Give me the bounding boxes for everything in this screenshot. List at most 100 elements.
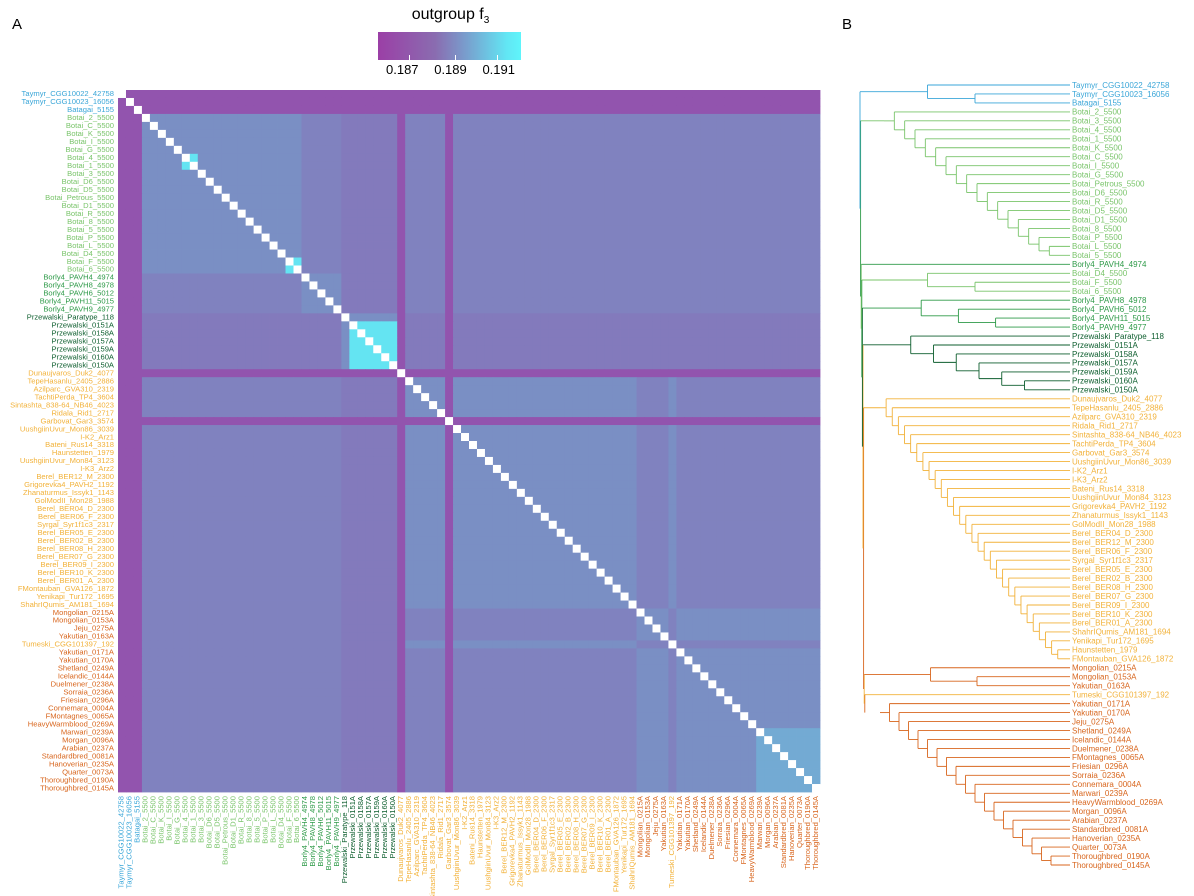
heatmap-cell — [540, 361, 550, 370]
heatmap-cell — [453, 281, 462, 290]
heatmap-cell — [221, 209, 231, 219]
heatmap-cell — [389, 433, 398, 442]
heatmap-cell — [548, 137, 558, 147]
heatmap-cell — [572, 217, 582, 227]
heatmap-cell — [285, 528, 294, 538]
heatmap-cell — [796, 121, 805, 131]
heatmap-cell — [724, 201, 733, 211]
heatmap-cell — [269, 417, 278, 426]
heatmap-cell — [524, 385, 534, 394]
heatmap-cell — [173, 472, 183, 482]
heatmap-cell — [708, 361, 717, 370]
heatmap-cell — [796, 528, 805, 538]
heatmap-cell — [429, 121, 438, 131]
heatmap-cell — [373, 137, 382, 147]
heatmap-cell — [692, 305, 701, 314]
heatmap-cell — [668, 225, 677, 234]
heatmap-cell — [333, 177, 342, 187]
heatmap-cell — [277, 161, 286, 171]
heatmap-cell — [189, 496, 199, 506]
heatmap-cell — [780, 273, 789, 282]
heatmap-cell — [149, 472, 159, 482]
heatmap-cell — [245, 417, 255, 426]
heatmap-cell — [652, 433, 661, 442]
heatmap-cell — [141, 217, 151, 227]
heatmap-cell — [748, 105, 757, 115]
heatmap-cell — [676, 448, 685, 458]
heatmap-cell — [221, 90, 231, 99]
heatmap-cell — [596, 369, 606, 378]
heatmap-cell — [181, 265, 191, 274]
heatmap-cell — [588, 185, 598, 195]
heatmap-cell — [237, 273, 247, 282]
heatmap-cell — [484, 137, 494, 147]
heatmap-cell — [612, 241, 621, 250]
heatmap-cell — [397, 249, 406, 258]
heatmap-cell — [205, 145, 215, 155]
heatmap-cell — [357, 369, 366, 378]
heatmap-cell — [149, 313, 159, 322]
heatmap-cell — [429, 233, 438, 242]
heatmap-cell — [317, 433, 326, 442]
heatmap-cell — [652, 337, 661, 346]
heatmap-cell — [620, 353, 629, 362]
heatmap-cell — [548, 169, 558, 179]
heatmap-cell — [588, 177, 598, 187]
heatmap-cell — [469, 90, 478, 99]
heatmap-cell — [556, 129, 566, 139]
heatmap-cell — [413, 369, 422, 378]
heatmap-cell — [293, 512, 302, 522]
heatmap-cell — [772, 480, 781, 490]
heatmap-cell — [261, 528, 270, 538]
heatmap-cell — [245, 129, 255, 139]
heatmap-cell — [524, 97, 534, 107]
heatmap-cell — [445, 281, 454, 290]
heatmap-cell — [461, 129, 470, 139]
heatmap-cell — [373, 425, 382, 434]
heatmap-cell — [157, 464, 167, 474]
heatmap-cell — [317, 185, 326, 195]
heatmap-cell — [476, 201, 486, 211]
heatmap-cell — [772, 129, 781, 139]
heatmap-cell — [508, 209, 518, 219]
heatmap-cell — [772, 496, 781, 506]
heatmap-cell — [596, 337, 606, 346]
heatmap-cell — [277, 385, 286, 394]
heatmap-cell — [604, 105, 613, 115]
heatmap-cell — [189, 528, 199, 538]
heatmap-cell — [429, 361, 438, 370]
heatmap-cell — [556, 369, 566, 378]
heatmap-cell — [652, 297, 661, 306]
colorbar-tick-label: 0.189 — [434, 62, 467, 78]
heatmap-cell — [572, 409, 582, 418]
heatmap-cell — [484, 257, 494, 266]
heatmap-cell — [269, 313, 278, 322]
heatmap-cell — [700, 161, 709, 171]
heatmap-cell — [333, 393, 342, 402]
heatmap-cell — [524, 472, 534, 482]
heatmap-cell — [285, 137, 294, 147]
heatmap-cell — [588, 329, 598, 338]
heatmap-cell — [548, 145, 558, 155]
heatmap-cell — [804, 249, 813, 258]
heatmap-cell — [580, 464, 590, 474]
heatmap-cell — [724, 169, 733, 179]
heatmap-cell — [812, 177, 821, 187]
heatmap-cell — [652, 233, 661, 242]
heatmap-cell — [628, 321, 637, 330]
heatmap-cell — [373, 257, 382, 266]
heatmap-cell — [189, 145, 199, 155]
heatmap-cell — [229, 145, 239, 155]
heatmap-cell — [269, 409, 278, 418]
heatmap-diagonal-cell — [389, 361, 398, 370]
heatmap-cell — [141, 241, 151, 250]
heatmap-cell — [604, 90, 613, 99]
heatmap-cell — [317, 337, 326, 346]
heatmap-cell — [205, 345, 215, 354]
heatmap-cell — [596, 209, 606, 219]
heatmap-cell — [572, 209, 582, 219]
heatmap-cell — [341, 137, 350, 147]
heatmap-cell — [516, 201, 526, 211]
heatmap-cell — [445, 145, 454, 155]
heatmap-cell — [540, 313, 550, 322]
